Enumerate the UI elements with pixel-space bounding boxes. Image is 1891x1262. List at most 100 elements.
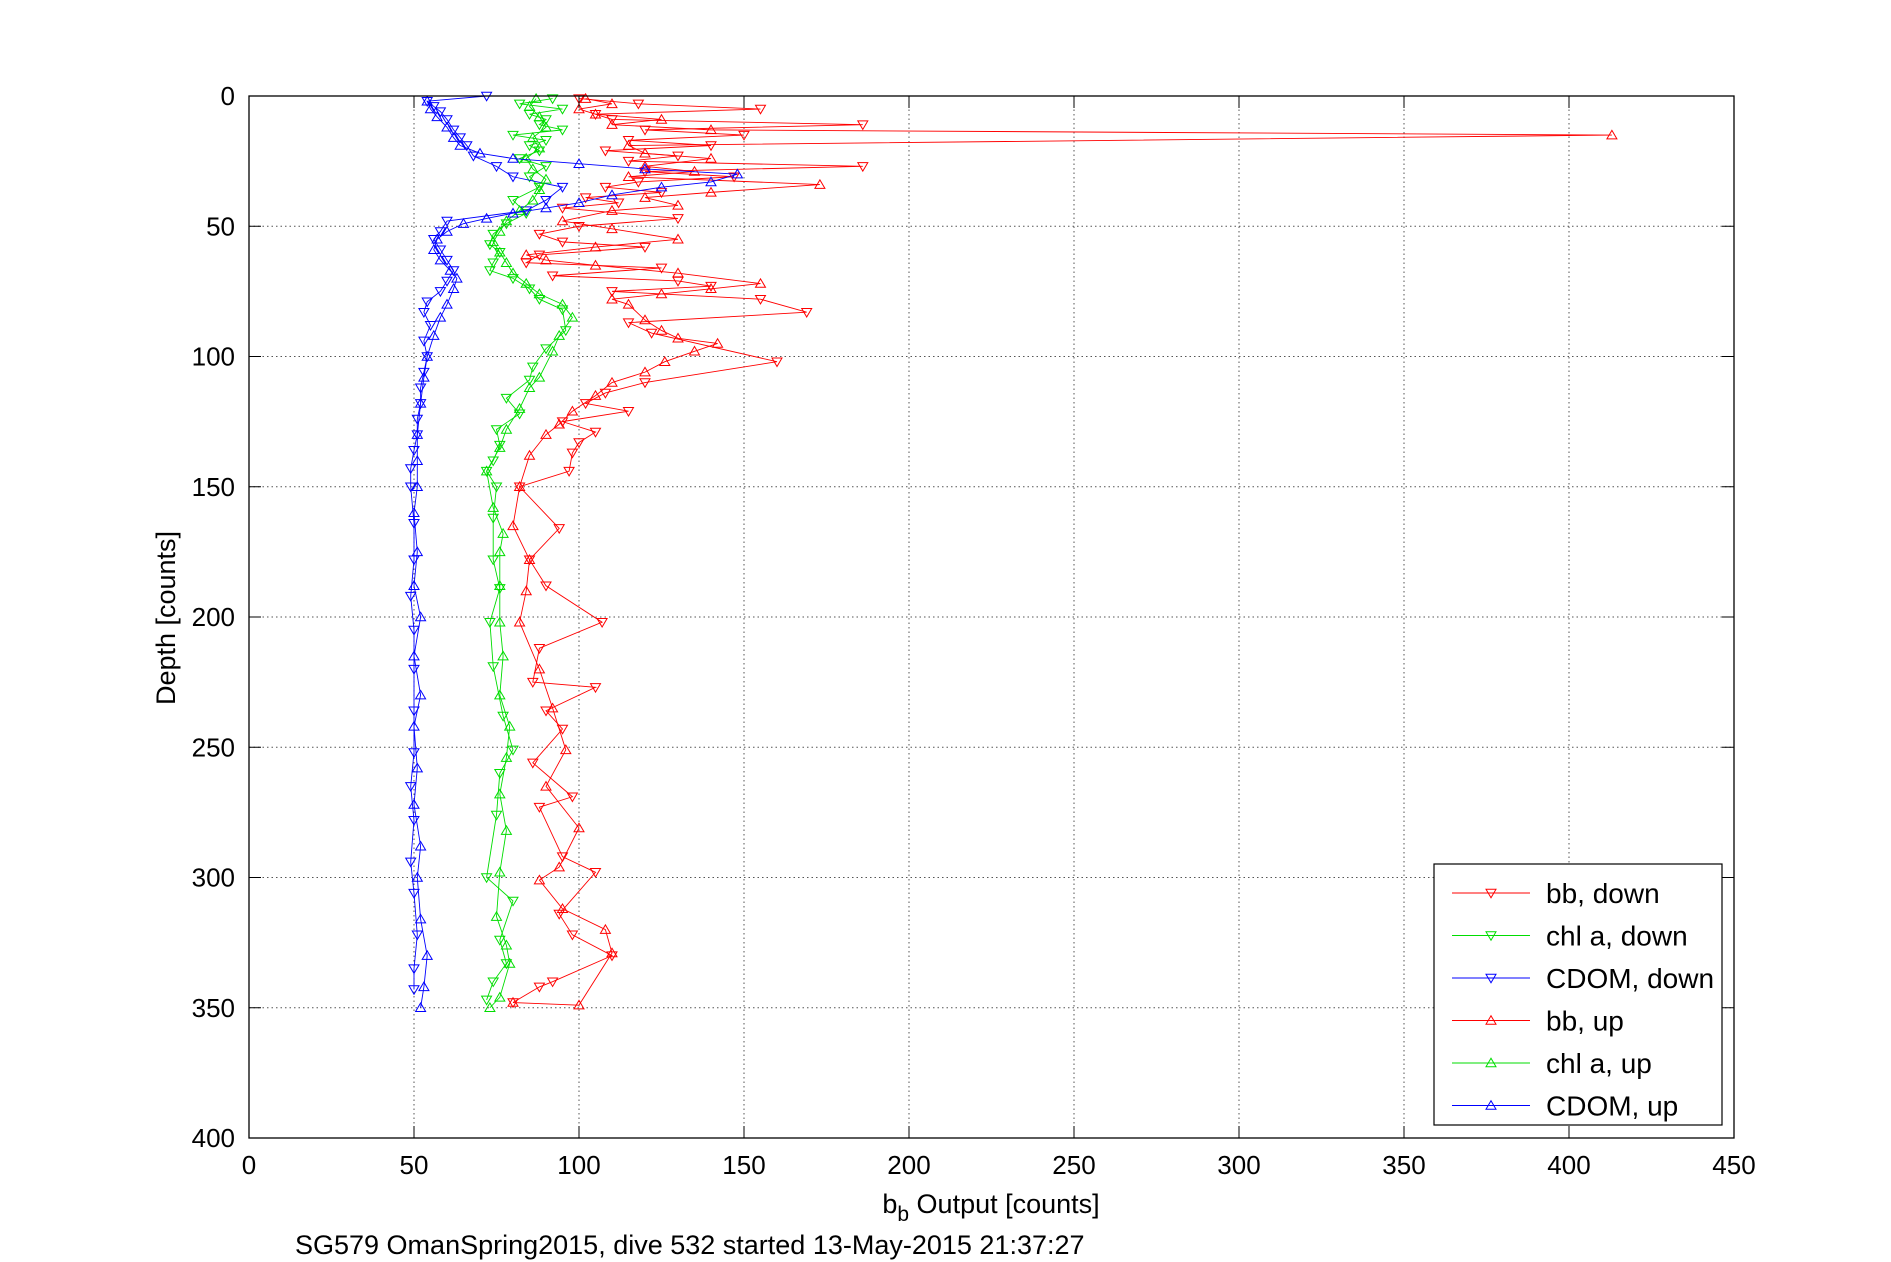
data-point <box>589 108 602 119</box>
data-point <box>434 287 447 298</box>
data-point <box>411 930 424 941</box>
series-line <box>410 95 564 990</box>
y-tick-label: 250 <box>192 732 235 762</box>
data-point <box>434 254 447 265</box>
x-tick-label: 100 <box>557 1150 600 1180</box>
data-point <box>484 266 496 277</box>
data-point <box>434 227 447 238</box>
data-point <box>490 425 503 436</box>
data-point <box>553 861 566 872</box>
data-point <box>579 193 592 204</box>
data-point <box>658 355 671 366</box>
data-point <box>556 724 569 735</box>
data-point <box>493 616 506 627</box>
data-point <box>487 258 500 269</box>
legend-label: CDOM, down <box>1546 963 1714 994</box>
x-tick-label: 50 <box>400 1150 429 1180</box>
data-point <box>500 939 513 950</box>
data-point <box>639 147 651 158</box>
data-point <box>800 307 813 318</box>
data-point <box>573 197 585 208</box>
data-point <box>606 293 618 304</box>
data-point <box>427 102 440 113</box>
data-point <box>414 689 427 700</box>
data-point <box>507 274 519 285</box>
data-point <box>566 405 579 416</box>
data-point <box>513 409 526 420</box>
data-point <box>507 195 519 206</box>
data-point <box>622 298 635 309</box>
data-point <box>424 103 437 114</box>
data-point <box>418 336 430 347</box>
data-point <box>441 216 453 227</box>
data-point <box>507 996 519 1007</box>
data-point <box>556 125 569 136</box>
data-point <box>513 99 526 110</box>
data-point <box>493 441 506 452</box>
data-point <box>493 991 506 1002</box>
legend-label: chl a, down <box>1546 921 1688 952</box>
data-point <box>533 146 546 157</box>
data-point <box>434 311 447 322</box>
data-point <box>526 758 539 769</box>
data-point <box>500 824 513 835</box>
data-point <box>655 288 668 299</box>
data-point <box>622 318 635 329</box>
data-point <box>579 92 592 103</box>
data-point <box>705 281 717 292</box>
data-point <box>526 362 539 373</box>
data-point <box>493 689 506 700</box>
data-point <box>599 146 612 157</box>
data-point <box>507 520 519 531</box>
legend-marker <box>1485 888 1497 899</box>
data-point <box>573 999 585 1010</box>
data-point <box>523 375 536 386</box>
data-point <box>533 142 546 153</box>
data-point <box>408 518 420 529</box>
data-point <box>408 985 420 996</box>
data-point <box>533 644 546 654</box>
data-point <box>540 121 552 132</box>
data-point <box>533 229 546 240</box>
data-point <box>533 982 546 993</box>
y-tick-label: 100 <box>192 342 235 372</box>
data-point <box>414 383 427 394</box>
data-point <box>500 959 513 970</box>
data-point <box>856 162 869 173</box>
data-point <box>596 617 608 628</box>
data-point <box>645 328 658 339</box>
data-point <box>705 124 717 135</box>
data-point <box>589 868 602 879</box>
data-point <box>493 788 506 799</box>
data-point <box>523 555 536 566</box>
data-point <box>408 625 420 636</box>
ticks <box>248 95 1735 1139</box>
data-point <box>414 913 427 924</box>
data-point <box>533 288 546 299</box>
data-point <box>493 935 506 946</box>
x-tick-label: 300 <box>1217 1150 1260 1180</box>
data-point <box>444 264 457 275</box>
data-point <box>480 466 493 477</box>
data-point <box>705 186 717 197</box>
data-point <box>754 277 767 288</box>
data-point <box>526 194 539 205</box>
data-point <box>526 163 539 174</box>
legend-box <box>1433 863 1723 1126</box>
data-point <box>490 810 503 821</box>
data-point <box>589 683 602 694</box>
data-point <box>414 611 427 622</box>
data-point <box>500 256 513 267</box>
data-point <box>480 873 493 884</box>
data-point <box>404 857 417 868</box>
data-point <box>408 650 420 661</box>
data-point <box>457 217 470 228</box>
data-point <box>454 133 467 144</box>
data-point <box>411 481 424 491</box>
data-point <box>546 94 559 105</box>
x-tick-label: 0 <box>242 1150 256 1180</box>
data-point <box>533 802 546 813</box>
series-line <box>413 101 738 1008</box>
data-point <box>441 115 453 126</box>
data-point <box>728 172 740 183</box>
